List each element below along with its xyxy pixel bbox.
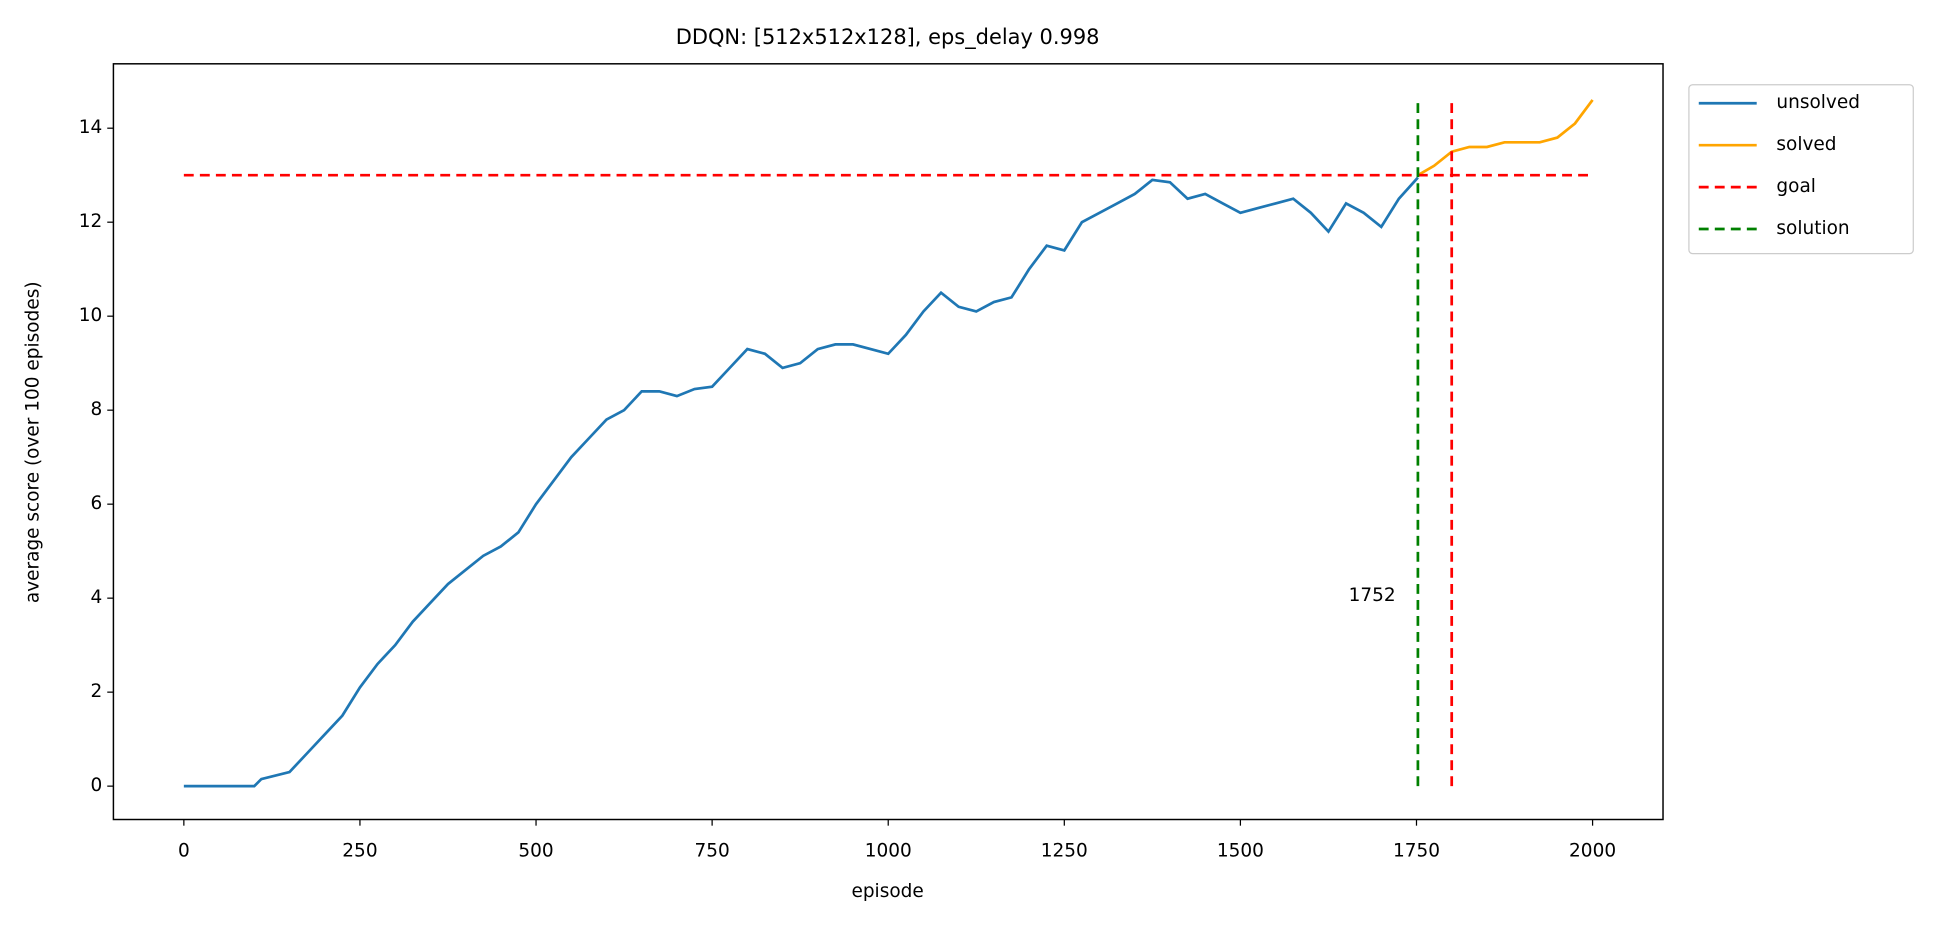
y-tick-label: 4 bbox=[91, 587, 103, 608]
x-tick-label: 2000 bbox=[1569, 841, 1616, 862]
x-tick-label: 1000 bbox=[865, 841, 912, 862]
y-axis-label: average score (over 100 episodes) bbox=[22, 281, 43, 603]
plot-frame bbox=[112, 63, 1664, 821]
x-tick-label: 500 bbox=[518, 841, 553, 862]
y-tick-label: 8 bbox=[91, 399, 103, 420]
background bbox=[0, 3, 1933, 921]
x-tick-label: 1250 bbox=[1041, 841, 1088, 862]
x-axis-label: episode bbox=[851, 881, 923, 902]
y-tick-label: 10 bbox=[79, 305, 103, 326]
annotation: 1752 bbox=[1349, 585, 1396, 606]
legend-box bbox=[1688, 84, 1914, 255]
x-tick-label: 250 bbox=[342, 841, 377, 862]
legend-label: unsolved bbox=[1776, 92, 1860, 113]
y-tick-label: 6 bbox=[91, 493, 103, 514]
legend-label: solution bbox=[1776, 218, 1849, 239]
y-tick-label: 14 bbox=[79, 117, 103, 138]
y-tick-label: 2 bbox=[91, 681, 103, 702]
x-tick-label: 750 bbox=[694, 841, 729, 862]
x-tick-label: 0 bbox=[178, 841, 190, 862]
y-tick-label: 0 bbox=[91, 775, 103, 796]
x-tick-label: 1500 bbox=[1217, 841, 1264, 862]
data-line bbox=[183, 176, 1419, 788]
y-tick-label: 12 bbox=[79, 211, 103, 232]
x-tick-label: 1750 bbox=[1393, 841, 1440, 862]
data-line bbox=[1417, 99, 1594, 177]
legend-label: solved bbox=[1776, 134, 1836, 155]
chart-title: DDQN: [512x512x128], eps_delay 0.998 bbox=[676, 25, 1100, 49]
legend-label: goal bbox=[1776, 176, 1816, 197]
